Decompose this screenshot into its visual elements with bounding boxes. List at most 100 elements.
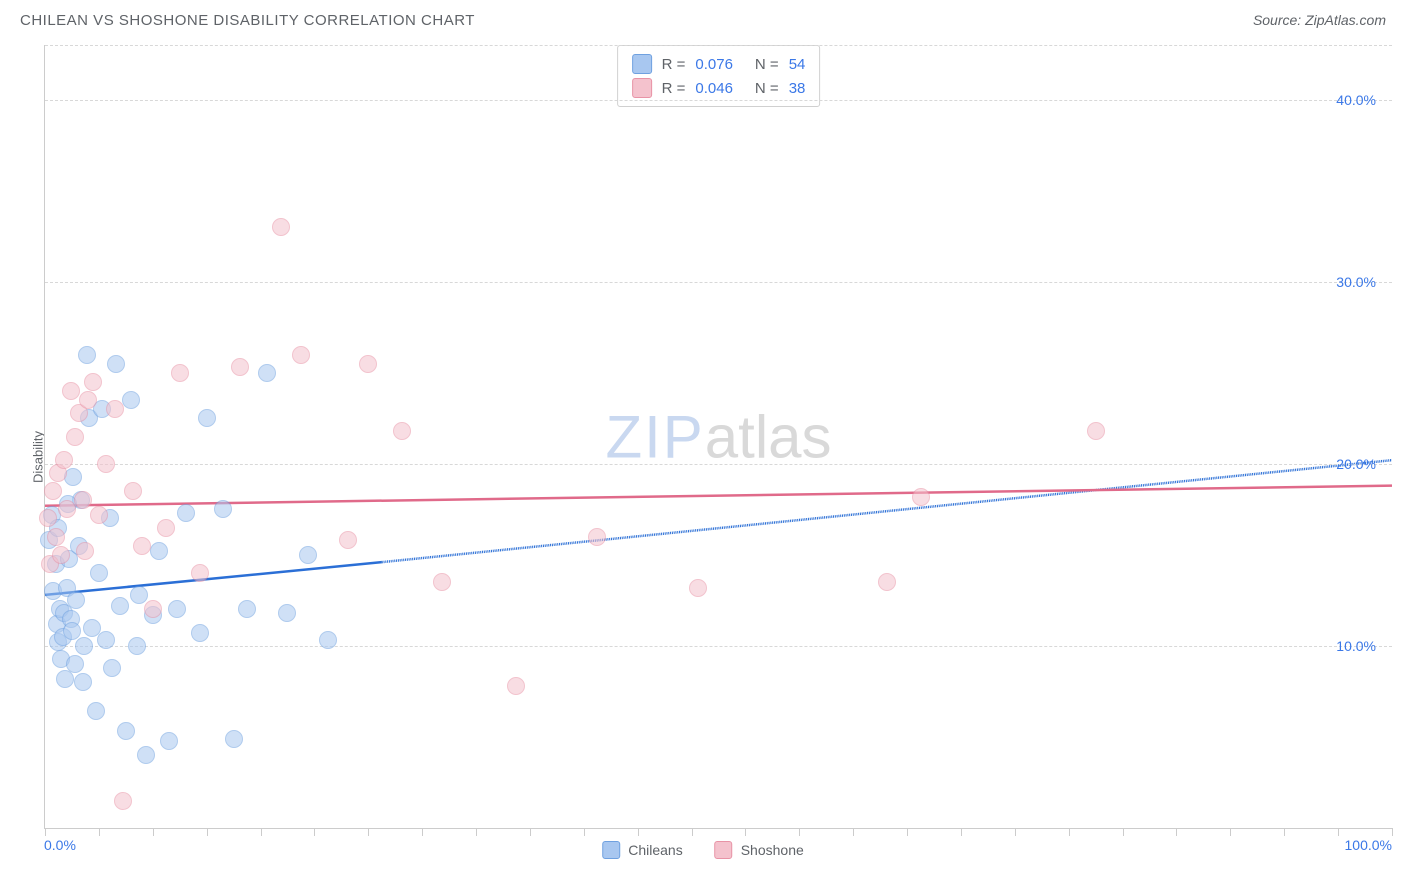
- data-point: [47, 528, 65, 546]
- data-point: [130, 586, 148, 604]
- data-point: [339, 531, 357, 549]
- data-point: [225, 730, 243, 748]
- data-point: [78, 346, 96, 364]
- x-tick: [476, 828, 477, 836]
- data-point: [171, 364, 189, 382]
- x-tick: [1069, 828, 1070, 836]
- data-point: [76, 542, 94, 560]
- watermark: ZIPatlas: [605, 402, 831, 471]
- data-point: [66, 428, 84, 446]
- data-point: [507, 677, 525, 695]
- data-point: [97, 631, 115, 649]
- data-point: [878, 573, 896, 591]
- plot-region: ZIPatlas R = 0.076N = 54R = 0.046N = 38 …: [44, 45, 1392, 829]
- stat-n-label: N =: [755, 80, 779, 97]
- x-tick: [530, 828, 531, 836]
- x-tick: [745, 828, 746, 836]
- x-tick: [1284, 828, 1285, 836]
- x-tick: [1123, 828, 1124, 836]
- y-tick-label: 30.0%: [1336, 274, 1376, 290]
- stat-r-value: 0.076: [695, 56, 733, 73]
- data-point: [177, 504, 195, 522]
- watermark-zip: ZIP: [605, 403, 704, 470]
- x-tick: [799, 828, 800, 836]
- x-tick: [1015, 828, 1016, 836]
- legend-swatch: [602, 841, 620, 859]
- data-point: [258, 364, 276, 382]
- x-tick: [907, 828, 908, 836]
- data-point: [87, 702, 105, 720]
- x-tick: [261, 828, 262, 836]
- data-point: [144, 600, 162, 618]
- x-tick: [207, 828, 208, 836]
- data-point: [74, 673, 92, 691]
- stats-row: R = 0.046 N = 38: [632, 76, 806, 100]
- data-point: [191, 624, 209, 642]
- gridline: [45, 282, 1392, 283]
- data-point: [74, 491, 92, 509]
- data-point: [84, 373, 102, 391]
- data-point: [292, 346, 310, 364]
- x-tick: [1338, 828, 1339, 836]
- y-tick-label: 10.0%: [1336, 638, 1376, 654]
- data-point: [111, 597, 129, 615]
- series-legend: Chileans Shoshone: [602, 841, 804, 859]
- data-point: [128, 637, 146, 655]
- x-tick: [1230, 828, 1231, 836]
- gridline: [45, 464, 1392, 465]
- x-tick: [368, 828, 369, 836]
- trend-lines: [45, 45, 1392, 828]
- stat-r-value: 0.046: [695, 80, 733, 97]
- x-tick: [692, 828, 693, 836]
- data-point: [133, 537, 151, 555]
- data-point: [272, 218, 290, 236]
- data-point: [1087, 422, 1105, 440]
- data-point: [588, 528, 606, 546]
- stats-legend: R = 0.076N = 54 R = 0.046 N = 38: [617, 45, 821, 107]
- data-point: [117, 722, 135, 740]
- y-tick-label: 40.0%: [1336, 92, 1376, 108]
- x-tick: [638, 828, 639, 836]
- legend-item: Shoshone: [715, 841, 804, 859]
- chart-source: Source: ZipAtlas.com: [1253, 12, 1386, 28]
- data-point: [191, 564, 209, 582]
- data-point: [433, 573, 451, 591]
- data-point: [66, 655, 84, 673]
- legend-swatch: [632, 78, 652, 98]
- stat-r-label: R =: [662, 80, 686, 97]
- y-tick-label: 20.0%: [1336, 456, 1376, 472]
- data-point: [90, 564, 108, 582]
- data-point: [137, 746, 155, 764]
- data-point: [58, 500, 76, 518]
- gridline: [45, 100, 1392, 101]
- x-tick: [99, 828, 100, 836]
- data-point: [75, 637, 93, 655]
- data-point: [103, 659, 121, 677]
- data-point: [160, 732, 178, 750]
- stat-n-value: 38: [789, 80, 806, 97]
- data-point: [299, 546, 317, 564]
- x-tick: [1176, 828, 1177, 836]
- data-point: [198, 409, 216, 427]
- data-point: [214, 500, 232, 518]
- stats-row: R = 0.076N = 54: [632, 52, 806, 76]
- data-point: [912, 488, 930, 506]
- x-tick: [153, 828, 154, 836]
- data-point: [689, 579, 707, 597]
- data-point: [97, 455, 115, 473]
- data-point: [231, 358, 249, 376]
- gridline: [45, 45, 1392, 46]
- data-point: [90, 506, 108, 524]
- data-point: [62, 382, 80, 400]
- data-point: [39, 509, 57, 527]
- x-axis-label: 0.0%: [44, 837, 76, 853]
- data-point: [278, 604, 296, 622]
- x-tick: [584, 828, 585, 836]
- data-point: [122, 391, 140, 409]
- legend-swatch: [632, 54, 652, 74]
- legend-label: Chileans: [628, 842, 682, 858]
- data-point: [359, 355, 377, 373]
- chart-area: Disability ZIPatlas R = 0.076N = 54R = 0…: [0, 37, 1406, 877]
- data-point: [44, 482, 62, 500]
- x-tick: [853, 828, 854, 836]
